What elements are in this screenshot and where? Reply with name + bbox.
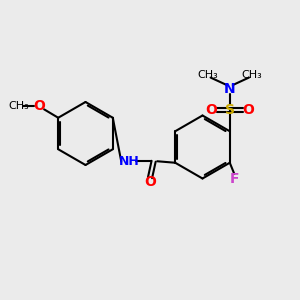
Text: O: O xyxy=(243,103,255,117)
Text: CH₃: CH₃ xyxy=(198,70,219,80)
Text: F: F xyxy=(230,172,239,186)
Text: NH: NH xyxy=(119,155,140,168)
Text: CH₃: CH₃ xyxy=(241,70,262,80)
Text: CH₃: CH₃ xyxy=(9,101,30,111)
Text: S: S xyxy=(225,103,235,117)
Text: N: N xyxy=(224,82,236,96)
Text: O: O xyxy=(144,175,156,189)
Text: O: O xyxy=(34,99,46,113)
Text: O: O xyxy=(205,103,217,117)
